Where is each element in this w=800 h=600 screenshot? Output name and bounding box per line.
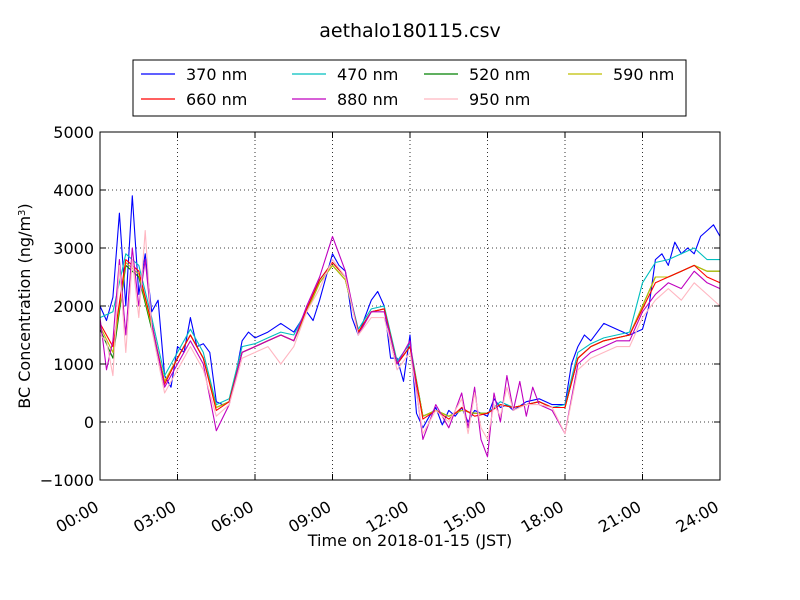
legend-label: 470 nm	[337, 65, 398, 84]
chart-title: aethalo180115.csv	[319, 20, 501, 42]
legend-label: 590 nm	[613, 65, 674, 84]
y-axis-label-end: )	[15, 203, 34, 209]
x-tick-label: 18:00	[518, 497, 567, 537]
x-tick-label: 21:00	[595, 497, 644, 537]
series-layer	[99, 195, 721, 458]
y-axis-label: BC Concentration (ng/m3)	[15, 203, 34, 408]
y-axis-label-main: BC Concentration (ng/m	[15, 216, 34, 409]
y-tick-label: 4000	[53, 181, 94, 200]
series-line-880-nm	[99, 235, 721, 458]
y-tick-label: −1000	[40, 471, 94, 490]
legend-label: 880 nm	[337, 90, 398, 109]
series-line-370-nm	[99, 195, 721, 429]
series-line-950-nm	[99, 230, 721, 440]
y-tick-label: 1000	[53, 355, 94, 374]
axis-ticks: 00:00 03:00 06:00 09:00 12:00 15:00 18:00 21:00…	[40, 123, 722, 537]
y-tick-label: 2000	[53, 297, 94, 316]
x-tick-label: 06:00	[208, 497, 257, 537]
y-axis-label-sup: 3	[17, 210, 28, 216]
series-line-660-nm	[99, 259, 721, 420]
legend-label: 370 nm	[186, 65, 247, 84]
x-tick-label: 03:00	[130, 497, 179, 537]
legend-label: 660 nm	[186, 90, 247, 109]
x-tick-label: 00:00	[53, 497, 102, 537]
x-axis-label: Time on 2018-01-15 (JST)	[307, 531, 512, 550]
legend: 370 nm 470 nm 520 nm 590 nm 660 nm 880 nm 950 …	[132, 59, 687, 117]
y-tick-label: 0	[84, 413, 94, 432]
y-tick-label: 3000	[53, 239, 94, 258]
legend-label: 520 nm	[469, 65, 530, 84]
x-tick-label: 24:00	[673, 497, 722, 537]
legend-box	[132, 59, 687, 117]
grid-lines	[100, 132, 720, 480]
y-tick-label: 5000	[53, 123, 94, 142]
legend-label: 950 nm	[469, 90, 530, 109]
